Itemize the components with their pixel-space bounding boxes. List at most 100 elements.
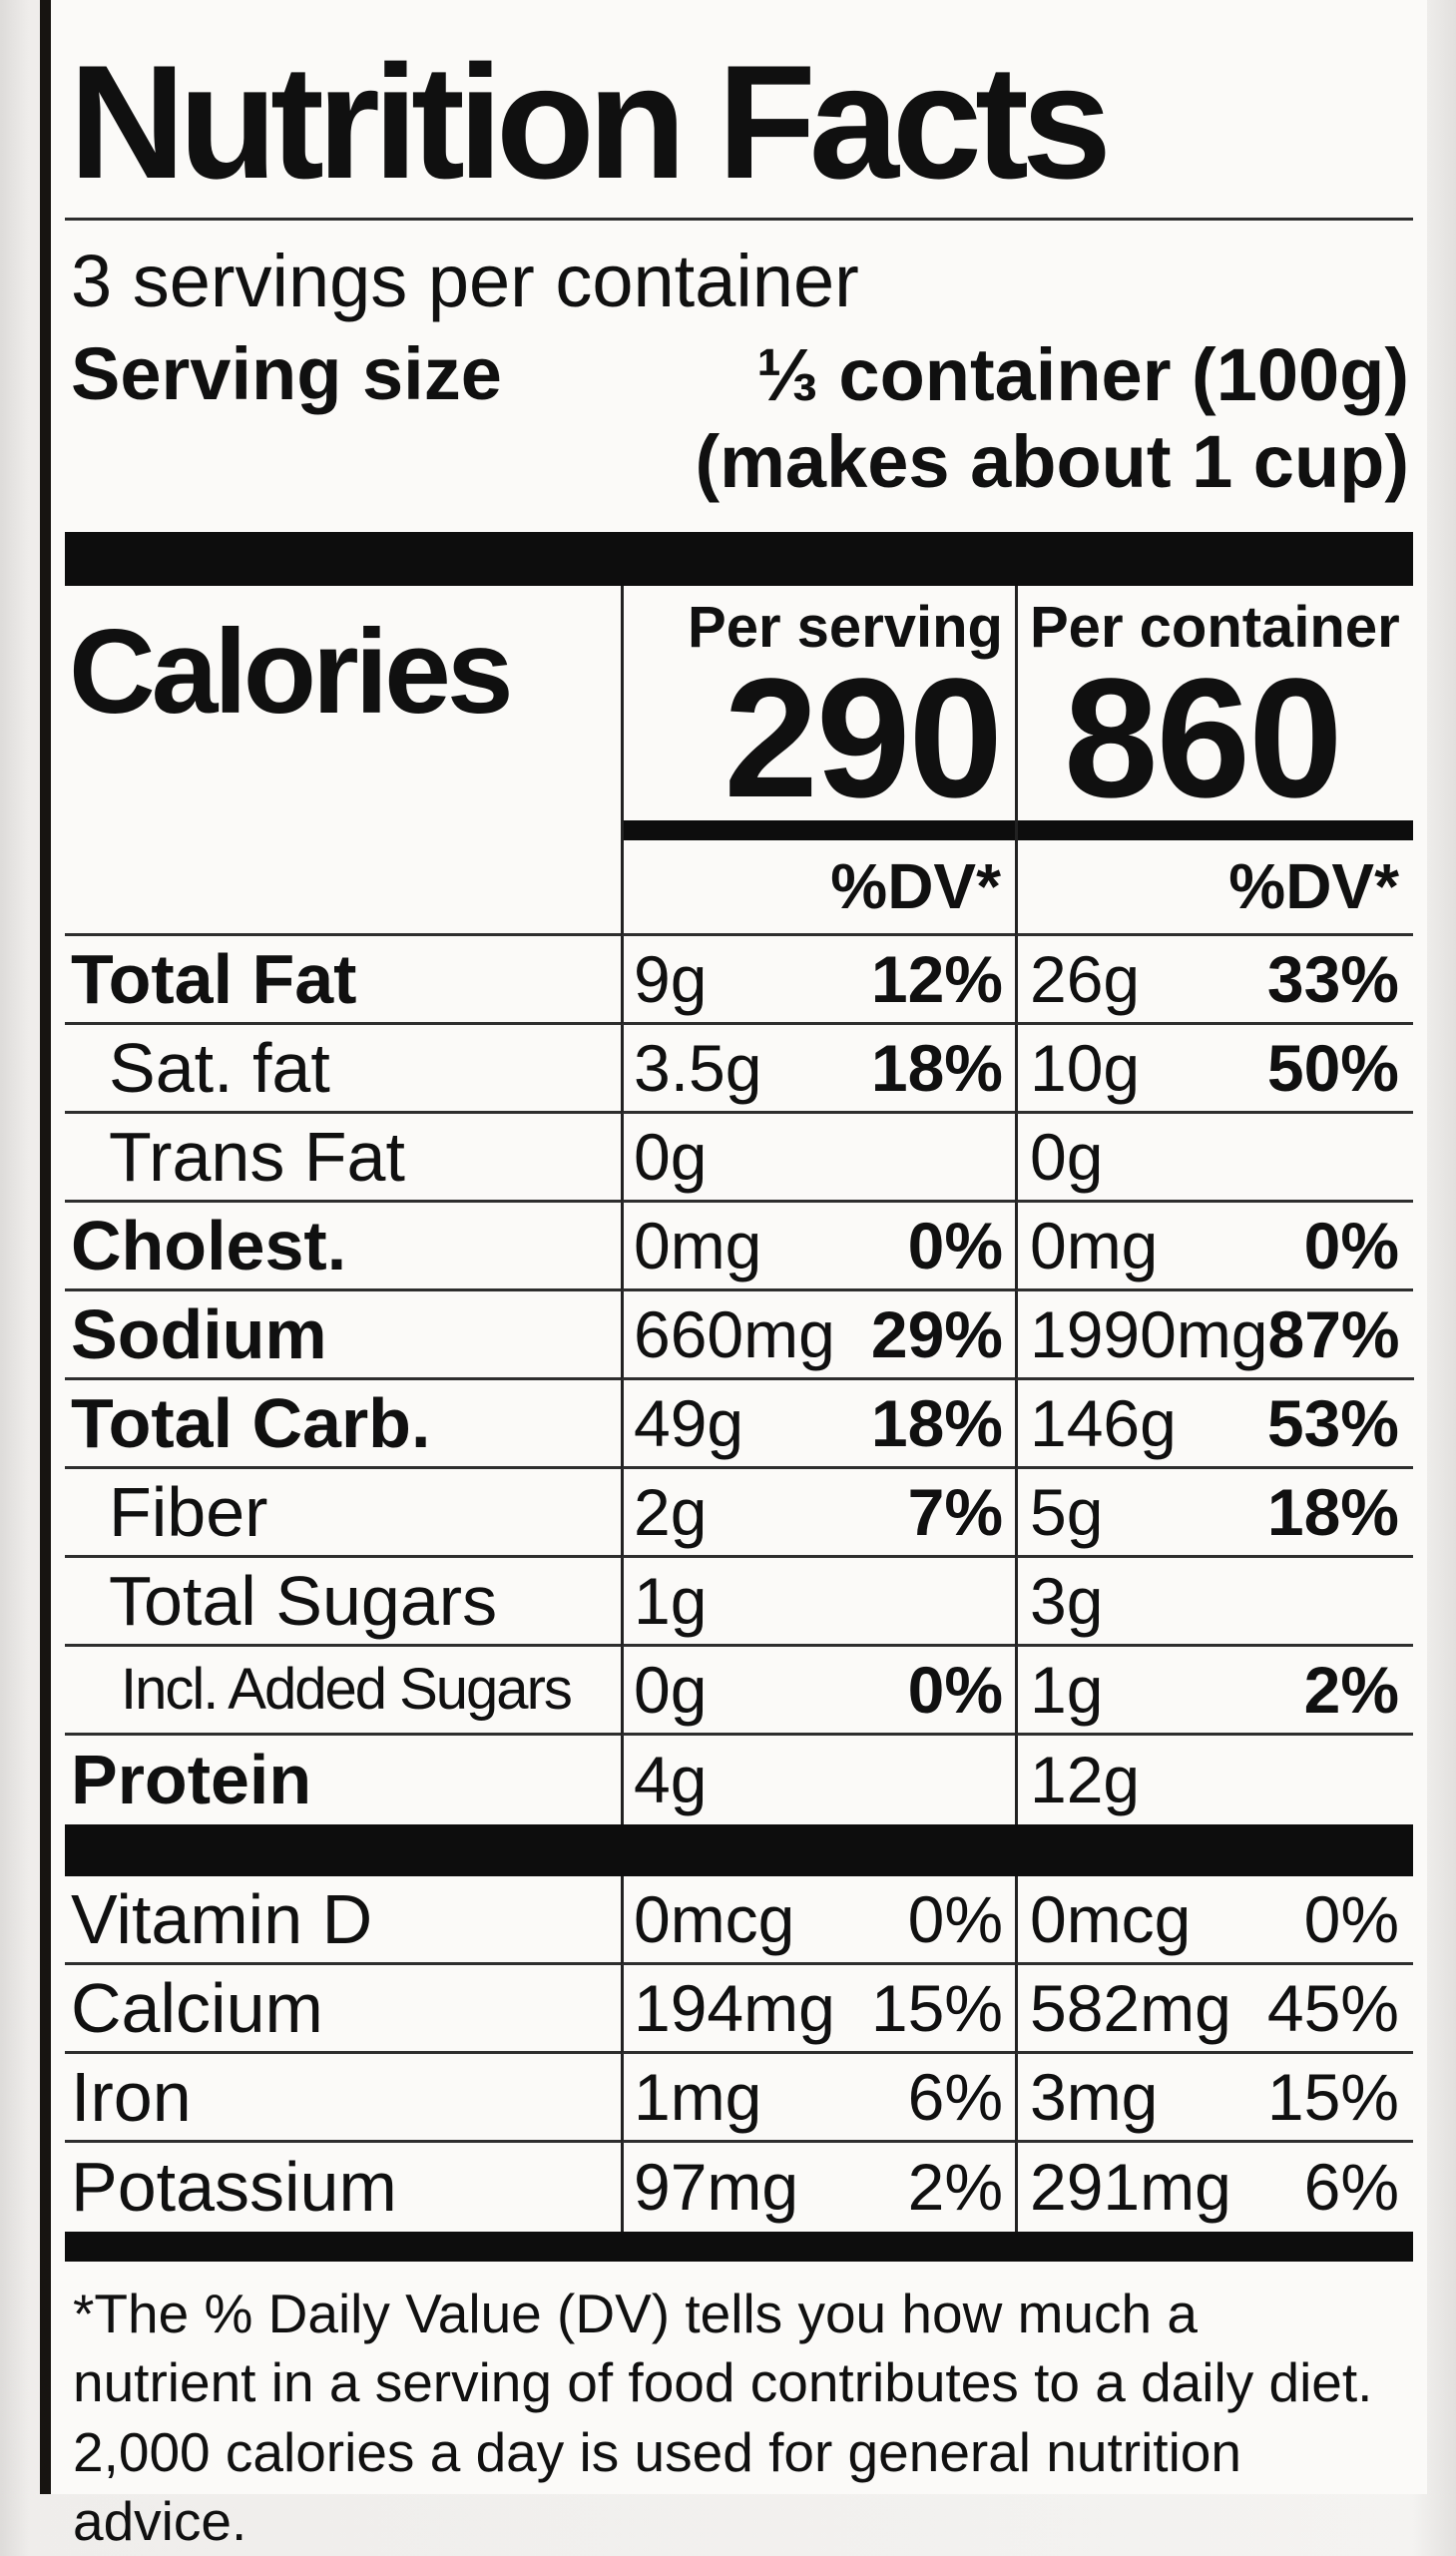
footnote-separator-bar xyxy=(65,2231,1413,2262)
per-container-cell: 10g 50% xyxy=(1015,1024,1413,1114)
per-serving-dv: 7% xyxy=(907,1474,1003,1549)
per-serving-amount: 1g xyxy=(634,1563,708,1638)
serving-size-note: (makes about 1 cup) xyxy=(695,420,1409,504)
nutrient-row-total-sugars: Total Sugars 1g 3g xyxy=(65,1557,1413,1647)
per-container-amount: 3mg xyxy=(1030,2059,1159,2134)
per-serving-cell: 3.5g 18% xyxy=(621,1024,1015,1114)
dv-header-row: %DV* %DV* xyxy=(65,839,1413,936)
vitamin-row-iron: Iron 1mg 6% 3mg 15% xyxy=(65,2053,1413,2143)
nutrient-row-sodium: Sodium 660mg 29% 1990mg 87% xyxy=(65,1290,1414,1380)
per-container-dv: 15% xyxy=(1266,2059,1399,2134)
per-serving-cell: 0mg 0% xyxy=(621,1202,1015,1291)
per-container-amount: 0g xyxy=(1030,1119,1104,1194)
nutrient-row-added-sugars: Incl. Added Sugars 0g 0% 1g 2% xyxy=(65,1646,1413,1736)
per-serving-cell: 97mg 2% xyxy=(621,2142,1015,2232)
per-container-amount: 146g xyxy=(1030,1385,1177,1460)
servings-per-container: 3 servings per container xyxy=(71,240,859,322)
per-container-amount: 26g xyxy=(1030,941,1141,1016)
per-container-cell: 3mg 15% xyxy=(1015,2053,1413,2143)
per-serving-cell: 4g xyxy=(621,1735,1015,1824)
nutrient-row-cholesterol: Cholest. 0mg 0% 0mg 0% xyxy=(65,1202,1413,1291)
nutrient-name: Trans Fat xyxy=(65,1114,621,1203)
per-container-dv: 33% xyxy=(1266,941,1399,1016)
per-container-cell: 1990mg 87% xyxy=(1015,1290,1414,1380)
nutrient-name: Total Sugars xyxy=(65,1558,621,1647)
nutrient-row-protein: Protein 4g 12g xyxy=(65,1735,1413,1824)
per-serving-dv: 29% xyxy=(870,1296,1003,1371)
per-serving-dv: 18% xyxy=(870,1385,1003,1460)
per-serving-dv: 0% xyxy=(907,1208,1003,1282)
vitamin-row-vitamin-d: Vitamin D 0mcg 0% 0mcg 0% xyxy=(65,1875,1413,1965)
per-serving-header: Per serving xyxy=(688,594,1003,660)
dv-header-per-container: %DV* xyxy=(1015,839,1413,936)
per-container-header: Per container xyxy=(1030,594,1400,660)
calories-label: Calories xyxy=(69,604,514,739)
per-serving-amount: 1mg xyxy=(634,2059,762,2134)
nutrient-name: Fiber xyxy=(65,1469,621,1558)
per-serving-cell: 194mg 15% xyxy=(621,1964,1015,2054)
per-serving-cell: 1g xyxy=(621,1557,1015,1647)
per-container-dv: 50% xyxy=(1266,1030,1399,1105)
nutrient-name: Total Carb. xyxy=(65,1380,621,1469)
vitamin-row-calcium: Calcium 194mg 15% 582mg 45% xyxy=(65,1964,1413,2054)
per-container-amount: 1990mg xyxy=(1030,1296,1268,1371)
calories-per-container-value: 860 xyxy=(1064,644,1343,834)
nutrient-row-fiber: Fiber 2g 7% 5g 18% xyxy=(65,1468,1413,1558)
per-serving-cell: 660mg 29% xyxy=(621,1290,1015,1380)
per-container-amount: 291mg xyxy=(1030,2150,1231,2225)
per-serving-dv: 18% xyxy=(870,1030,1003,1105)
per-serving-amount: 660mg xyxy=(634,1296,835,1371)
nutrient-name: Protein xyxy=(71,1741,312,1819)
per-serving-amount: 0g xyxy=(634,1119,708,1194)
per-serving-amount: 97mg xyxy=(634,2150,799,2225)
dv-header-per-serving: %DV* xyxy=(621,839,1015,936)
per-serving-amount: 2g xyxy=(634,1474,708,1549)
per-container-amount: 3g xyxy=(1030,1563,1104,1638)
per-container-amount: 12g xyxy=(1030,1743,1141,1817)
per-serving-cell: 1mg 6% xyxy=(621,2053,1015,2143)
per-serving-amount: 0g xyxy=(634,1652,708,1727)
per-serving-cell: 0mcg 0% xyxy=(621,1875,1015,1965)
nutrient-row-trans-fat: Trans Fat 0g 0g xyxy=(65,1113,1413,1203)
per-container-cell: 1g 2% xyxy=(1015,1646,1413,1736)
per-container-cell: 0g xyxy=(1015,1113,1413,1203)
calories-row: Calories Per serving 290 Per container 8… xyxy=(65,585,1413,840)
per-serving-cell: 9g 12% xyxy=(621,935,1015,1025)
per-serving-cell: 0g xyxy=(621,1113,1015,1203)
nutrient-name: Sat. fat xyxy=(65,1025,621,1114)
per-serving-dv: 0% xyxy=(907,1652,1003,1727)
serving-size-value-block: ⅓ container (100g) (makes about 1 cup) xyxy=(695,331,1413,506)
per-serving-amount: 0mg xyxy=(634,1208,762,1282)
per-serving-cell: 0g 0% xyxy=(621,1646,1015,1736)
vitamin-name: Calcium xyxy=(65,1965,621,2054)
per-container-amount: 0mcg xyxy=(1030,1881,1192,1956)
dv-header-spacer xyxy=(65,840,621,936)
title-divider xyxy=(65,218,1413,221)
per-container-cell: 26g 33% xyxy=(1015,935,1413,1025)
nutrient-name: Sodium xyxy=(65,1291,621,1380)
per-container-cell: 291mg 6% xyxy=(1015,2142,1413,2232)
per-serving-amount: 0mcg xyxy=(634,1881,795,1956)
per-container-amount: 5g xyxy=(1030,1474,1104,1549)
nutrient-row-total-fat: Total Fat 9g 12% 26g 33% xyxy=(65,935,1413,1025)
nutrient-name: Cholest. xyxy=(65,1203,621,1291)
label-left-edge xyxy=(40,0,51,2494)
vitamin-name: Vitamin D xyxy=(65,1876,621,1965)
per-serving-amount: 9g xyxy=(634,941,708,1016)
nutrition-facts-title: Nutrition Facts xyxy=(69,32,1112,213)
per-container-cell: 0mg 0% xyxy=(1015,1202,1413,1291)
per-container-cell: 3g xyxy=(1015,1557,1413,1647)
vitamins-separator-bar xyxy=(65,1823,1413,1876)
per-container-dv: 53% xyxy=(1266,1385,1399,1460)
serving-size-label: Serving size xyxy=(71,332,502,415)
per-serving-amount: 49g xyxy=(634,1385,744,1460)
per-serving-amount: 4g xyxy=(634,1743,708,1817)
per-container-dv: 87% xyxy=(1267,1296,1400,1371)
calories-top-bar xyxy=(65,531,1413,586)
per-container-cell: 146g 53% xyxy=(1015,1379,1413,1469)
per-serving-dv: 2% xyxy=(907,2150,1003,2225)
per-container-dv: 45% xyxy=(1266,1970,1399,2045)
per-serving-cell: 49g 18% xyxy=(621,1379,1015,1469)
per-serving-dv: 6% xyxy=(907,2059,1003,2134)
per-container-amount: 10g xyxy=(1030,1030,1141,1105)
